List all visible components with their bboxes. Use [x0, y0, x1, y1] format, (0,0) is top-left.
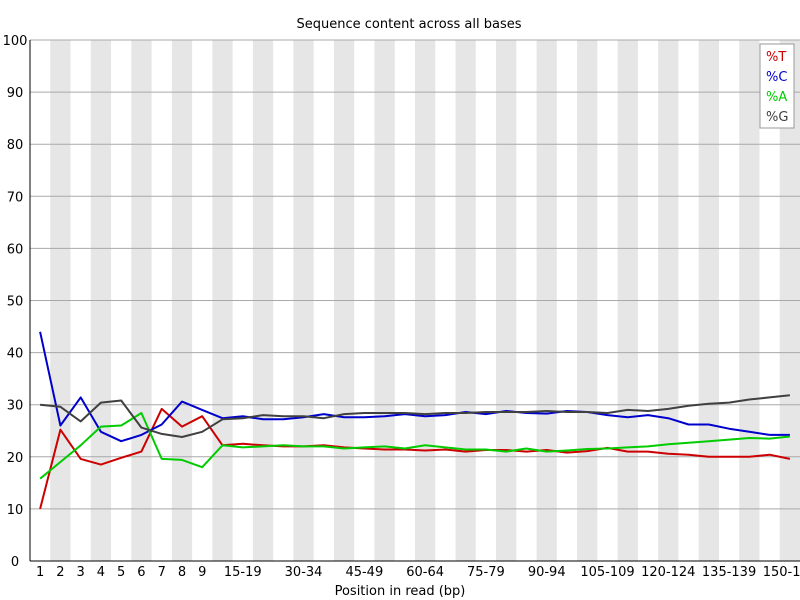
- legend-box: [759, 43, 795, 129]
- x-tick-label: 8: [178, 565, 186, 580]
- legend-entry: %C: [766, 70, 787, 85]
- y-tick-label: 60: [7, 242, 24, 257]
- y-tick-labels: 0 10 20 30 40 50 60 70 80 90 100: [3, 34, 28, 570]
- x-tick-label: 6: [137, 565, 145, 580]
- y-tick-label: 10: [7, 503, 24, 518]
- data-series: [39, 331, 791, 510]
- x-tick-label: 2: [56, 565, 64, 580]
- x-tick-label: 7: [158, 565, 166, 580]
- legend: %T %C %A %G: [759, 43, 795, 129]
- x-tick-label: 5: [117, 565, 125, 580]
- x-tick-label: 30-34: [285, 565, 323, 580]
- y-tick-label: 30: [7, 399, 24, 414]
- x-tick-label: 105-109: [580, 565, 634, 580]
- x-tick-label: 1: [36, 565, 44, 580]
- chart-title: Sequence content across all bases: [296, 17, 521, 32]
- series-line-2: [39, 331, 790, 443]
- x-tick-label: 15-19: [224, 565, 262, 580]
- plot-gridlines: [30, 39, 800, 510]
- y-tick-label: 80: [7, 138, 24, 153]
- x-tick-label: 9: [198, 565, 206, 580]
- y-tick-label: 90: [7, 86, 24, 101]
- x-tick-label: 45-49: [345, 565, 383, 580]
- y-tick-label: 70: [7, 190, 24, 205]
- series-line-1: [39, 407, 791, 510]
- x-tick-label: 3: [77, 565, 85, 580]
- x-tick-label: 120-124: [641, 565, 695, 580]
- x-tick-labels: 1 2 3 4 5 6 7 8 9 15-19 30-34 45-49 60-64 75-79 90-94 1…: [36, 565, 800, 580]
- y-tick-label: 50: [7, 295, 24, 310]
- x-tick-label: 150-151: [763, 565, 800, 580]
- legend-entry: %G: [766, 110, 788, 125]
- series-line-3: [39, 412, 791, 480]
- x-tick-label: 90-94: [528, 565, 566, 580]
- y-tick-label: 40: [7, 347, 24, 362]
- y-tick-label: 0: [11, 555, 19, 570]
- x-tick-label: 75-79: [467, 565, 505, 580]
- y-tick-label: 100: [3, 34, 28, 49]
- legend-entry: %T: [766, 50, 786, 65]
- x-axis-label: Position in read (bp): [335, 584, 466, 599]
- plot-stripes: [50, 40, 800, 561]
- legend-entry: %A: [766, 90, 787, 105]
- series-line-4: [39, 394, 791, 438]
- y-tick-label: 20: [7, 451, 24, 466]
- x-tick-label: 135-139: [702, 565, 756, 580]
- x-tick-label: 4: [97, 565, 105, 580]
- x-tick-label: 60-64: [406, 565, 444, 580]
